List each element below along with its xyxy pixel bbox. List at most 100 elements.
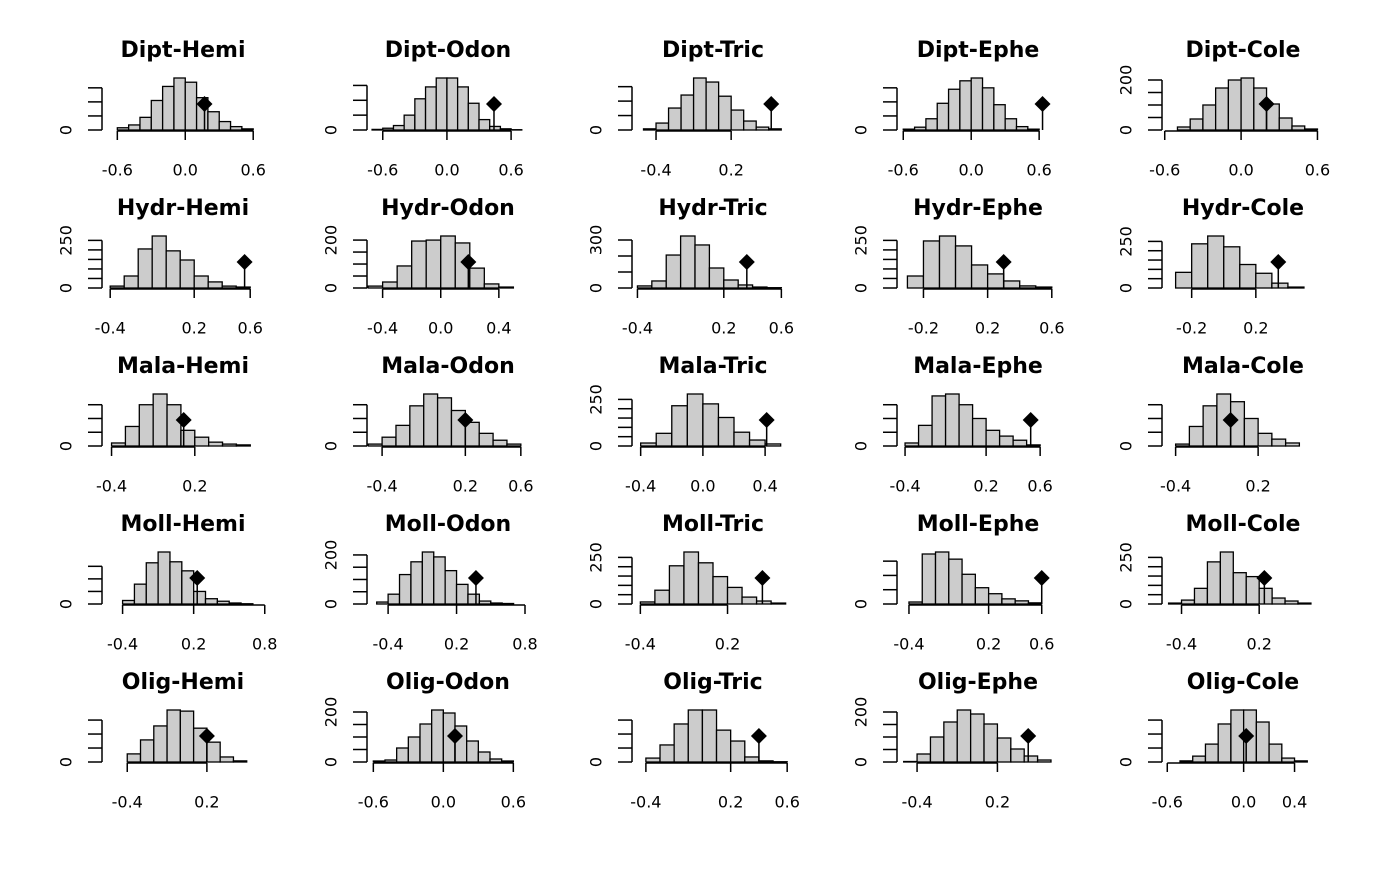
bar — [903, 129, 914, 130]
bar — [1269, 744, 1282, 762]
bar — [742, 597, 757, 604]
bar — [957, 710, 970, 762]
bar — [989, 594, 1002, 604]
bar — [1208, 236, 1224, 288]
x-tick-label: -0.4 — [625, 477, 656, 496]
panel-title: Mala-Ephe — [913, 354, 1043, 379]
bar — [129, 125, 140, 130]
bar — [917, 754, 930, 762]
x-tick-label: 0.8 — [512, 635, 537, 654]
y-tick-label: 0 — [587, 441, 606, 451]
bar — [759, 761, 773, 762]
x-tick-label: 0.0 — [431, 793, 456, 812]
bar — [123, 600, 135, 604]
x-tick-label: 0.6 — [774, 793, 799, 812]
bar — [718, 417, 734, 446]
bar — [1233, 573, 1246, 604]
bar — [904, 762, 917, 763]
y-tick-label: 0 — [57, 599, 76, 609]
bar — [1279, 118, 1292, 130]
x-tick-label: -0.2 — [1176, 319, 1207, 338]
bar — [1203, 406, 1217, 446]
y-tick-label: 0 — [57, 125, 76, 135]
bar — [984, 724, 997, 762]
bar — [1256, 722, 1269, 762]
bar — [507, 444, 521, 446]
y-tick-label: 0 — [57, 283, 76, 293]
bar — [438, 398, 452, 446]
observed-marker — [237, 254, 253, 270]
y-tick-label: 0 — [852, 125, 871, 135]
bar — [400, 575, 411, 604]
bar — [1272, 439, 1286, 446]
bar — [490, 759, 502, 762]
y-tick-label: 0 — [852, 599, 871, 609]
bar — [681, 95, 694, 130]
bar — [936, 552, 949, 604]
bar — [717, 730, 731, 762]
bar — [383, 128, 394, 130]
bar — [674, 724, 688, 762]
bar — [125, 426, 139, 446]
observed-marker — [759, 412, 775, 428]
x-tick-label: 0.4 — [1282, 793, 1307, 812]
panel-title: Dipt-Odon — [385, 38, 511, 63]
bar — [960, 81, 971, 130]
observed-marker — [468, 570, 484, 586]
bar — [937, 103, 948, 130]
bar — [499, 287, 514, 288]
bar — [180, 711, 193, 762]
bar — [656, 123, 669, 130]
observed-marker — [754, 570, 770, 586]
bar — [687, 394, 703, 446]
bar — [206, 599, 218, 604]
bar — [1258, 433, 1272, 446]
bar — [1292, 126, 1305, 130]
bar — [1038, 760, 1051, 762]
bar — [1305, 129, 1318, 130]
observed-marker — [1020, 728, 1036, 744]
bar — [923, 241, 939, 288]
bar — [208, 112, 219, 130]
bar — [1002, 599, 1015, 604]
y-tick-label: 250 — [1117, 226, 1136, 257]
bar — [702, 710, 716, 762]
x-tick-label: 0.2 — [975, 319, 1000, 338]
panel-title: Olig-Cole — [1187, 670, 1299, 695]
bar — [195, 437, 209, 446]
bar — [415, 99, 426, 130]
bar — [1286, 443, 1300, 446]
bar — [1190, 119, 1203, 130]
bar — [233, 761, 246, 762]
bar — [434, 557, 445, 604]
bar — [383, 282, 398, 288]
bar — [973, 418, 987, 446]
bar — [1027, 445, 1041, 446]
bar — [436, 78, 447, 130]
bar — [757, 601, 772, 604]
bar — [932, 396, 946, 446]
y-tick-label: 200 — [1117, 65, 1136, 96]
bar — [975, 588, 988, 604]
bar — [1005, 119, 1016, 130]
y-tick-label: 0 — [1117, 283, 1136, 293]
bar — [1004, 281, 1020, 288]
bar — [491, 603, 502, 604]
y-tick-label: 0 — [57, 757, 76, 767]
bar — [420, 724, 432, 762]
bar — [731, 741, 745, 762]
x-tick-label: -0.4 — [96, 477, 127, 496]
x-tick-label: -0.4 — [622, 319, 653, 338]
bar — [1020, 286, 1036, 288]
bar — [1272, 598, 1285, 604]
panel-title: Dipt-Cole — [1186, 38, 1301, 63]
bar — [220, 757, 233, 762]
bar — [738, 285, 752, 288]
bar — [962, 574, 975, 604]
bar — [426, 240, 441, 288]
x-tick-label: 0.2 — [182, 477, 207, 496]
bar — [1011, 749, 1024, 762]
bar — [1000, 436, 1014, 446]
panel-title: Mala-Cole — [1182, 354, 1304, 379]
y-tick-label: 0 — [57, 441, 76, 451]
